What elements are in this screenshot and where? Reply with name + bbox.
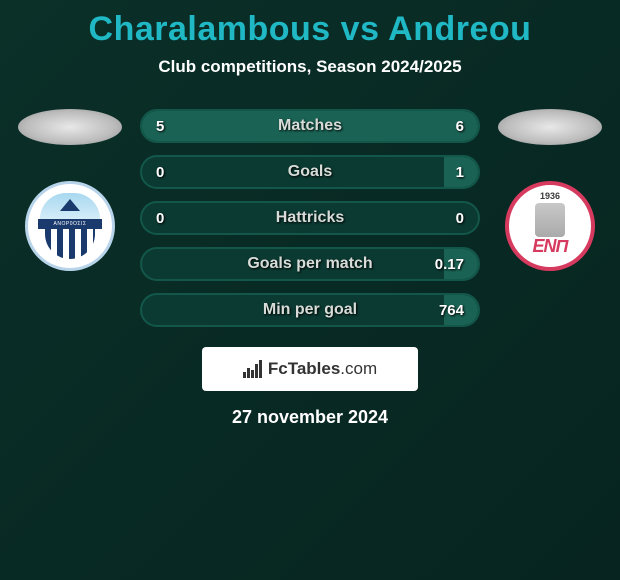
- comparison-area: ANOP0OΣIΣ 5 Matches 6 0 Goals 1 0 Hattricks 0 Goa…: [0, 109, 620, 327]
- club-right-year: 1936: [540, 191, 560, 201]
- club-badge-left: ANOP0OΣIΣ: [25, 181, 115, 271]
- stat-value-left: 0: [156, 210, 164, 227]
- club-right-text: ENΠ: [533, 236, 568, 257]
- stat-label: Min per goal: [263, 301, 357, 319]
- stat-label: Hattricks: [276, 209, 344, 227]
- stat-row: 5 Matches 6: [140, 109, 480, 143]
- stat-row: Goals per match 0.17: [140, 247, 480, 281]
- stat-row: 0 Goals 1: [140, 155, 480, 189]
- left-column: ANOP0OΣIΣ: [18, 109, 122, 271]
- stat-value-left: 5: [156, 118, 164, 135]
- club-left-banner: ANOP0OΣIΣ: [38, 219, 102, 229]
- subtitle: Club competitions, Season 2024/2025: [0, 57, 620, 77]
- player-silhouette-left: [18, 109, 122, 145]
- brand-name: FcTables: [268, 359, 340, 378]
- stat-row: Min per goal 764: [140, 293, 480, 327]
- brand-suffix: .com: [340, 359, 377, 378]
- stat-value-left: 0: [156, 164, 164, 181]
- stat-label: Goals: [288, 163, 332, 181]
- club-badge-right: 1936 ENΠ: [505, 181, 595, 271]
- stat-value-right: 0.17: [435, 256, 464, 273]
- right-column: 1936 ENΠ: [498, 109, 602, 271]
- stat-row: 0 Hattricks 0: [140, 201, 480, 235]
- stat-value-right: 0: [456, 210, 464, 227]
- page-title: Charalambous vs Andreou: [0, 10, 620, 49]
- stat-value-right: 6: [456, 118, 464, 135]
- stat-label: Matches: [278, 117, 342, 135]
- brand-text: FcTables.com: [268, 359, 377, 379]
- brand-box[interactable]: FcTables.com: [202, 347, 418, 391]
- stats-list: 5 Matches 6 0 Goals 1 0 Hattricks 0 Goals per mat…: [140, 109, 480, 327]
- chart-icon: [243, 360, 262, 378]
- date: 27 november 2024: [0, 407, 620, 428]
- player-silhouette-right: [498, 109, 602, 145]
- stat-fill-left: [142, 111, 293, 141]
- stat-label: Goals per match: [247, 255, 372, 273]
- stat-value-right: 764: [439, 302, 464, 319]
- stat-value-right: 1: [456, 164, 464, 181]
